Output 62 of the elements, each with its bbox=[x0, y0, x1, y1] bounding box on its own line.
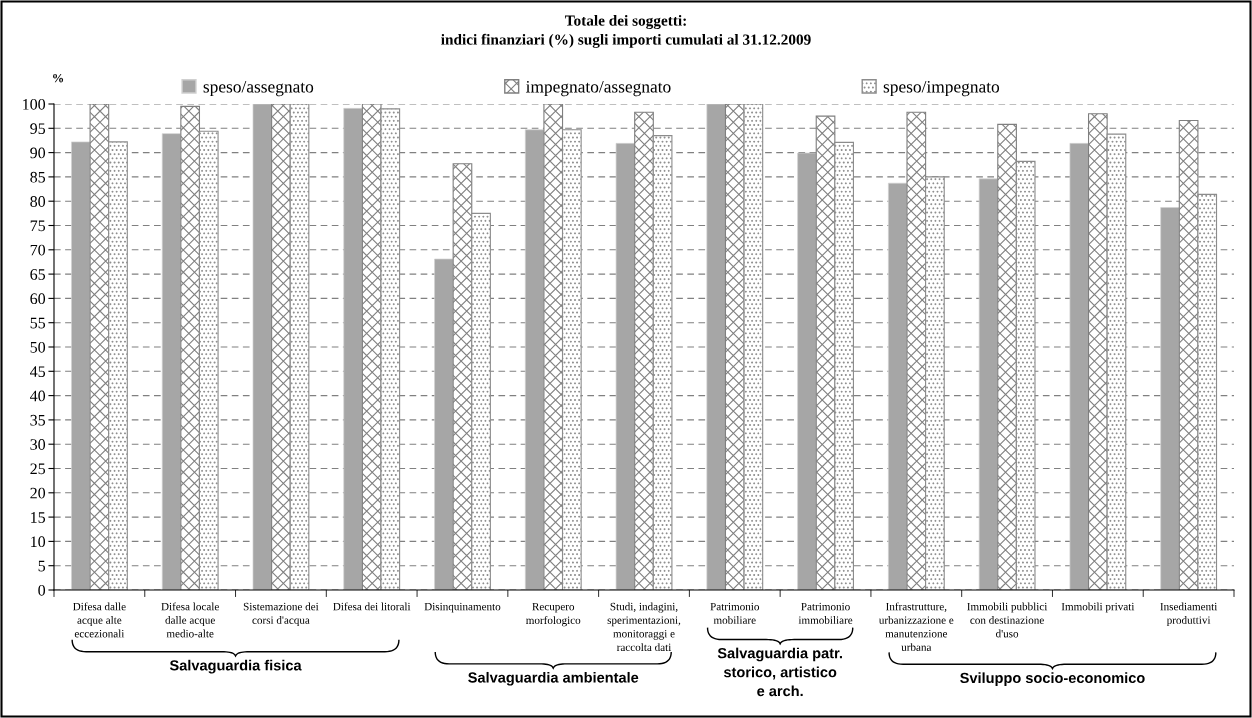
y-axis-title: % bbox=[53, 73, 64, 83]
bar bbox=[161, 133, 182, 590]
y-tick-label: 40 bbox=[30, 390, 46, 402]
bar bbox=[743, 104, 764, 590]
y-tick-label: 100 bbox=[23, 98, 46, 110]
bar bbox=[615, 143, 636, 590]
x-tick-label: Immobili pubblici con destinazione d'uso bbox=[967, 602, 1048, 638]
x-tick-label: Disinquinamento bbox=[424, 602, 501, 613]
y-tick-label: 20 bbox=[30, 487, 46, 499]
bar bbox=[343, 108, 363, 590]
y-tick-label: 15 bbox=[31, 512, 46, 523]
x-tick-label: Difesa locale dalle acque medio-alte bbox=[161, 602, 219, 638]
bar bbox=[198, 130, 219, 590]
y-tick-label: 90 bbox=[30, 147, 46, 159]
y-tick-label: 10 bbox=[31, 536, 46, 548]
y-tick-label: 35 bbox=[30, 414, 46, 426]
text: Salvaguardia fisica bbox=[169, 659, 302, 674]
bar bbox=[1069, 143, 1089, 590]
y-tick-label: 45 bbox=[30, 366, 46, 377]
text: Salvaguardia patr. storico, artistico e arch. bbox=[717, 647, 842, 697]
text: Salvaguardia ambientale bbox=[468, 671, 639, 686]
y-tick-label: 25 bbox=[30, 463, 46, 475]
bar bbox=[71, 141, 91, 590]
y-tick-label: 70 bbox=[30, 244, 46, 256]
y-tick-label: 75 bbox=[30, 220, 46, 232]
bar bbox=[706, 104, 726, 590]
bar bbox=[797, 152, 817, 590]
bar bbox=[978, 178, 999, 590]
x-tick-label: Immobili privati bbox=[1061, 602, 1135, 613]
y-tick-label: 50 bbox=[30, 341, 46, 353]
x-tick-label: Studi, indagini, sperimentazioni, monitoraggi e raccolta dati bbox=[607, 602, 681, 652]
x-tick-label: Difesa dalle acque alte eccezionali bbox=[73, 602, 126, 638]
x-tick-label: Recupero morfologico bbox=[526, 602, 581, 627]
x-tick-label: Sistemazione dei corsi d'acqua bbox=[243, 602, 319, 627]
y-tick-label: 5 bbox=[38, 560, 46, 572]
x-tick-label: Difesa dei litorali bbox=[333, 602, 411, 611]
x-tick-label: Insediamenti produttivi bbox=[1160, 602, 1218, 627]
bar bbox=[1015, 160, 1036, 590]
bar bbox=[724, 104, 745, 590]
bar bbox=[434, 258, 454, 590]
x-tick-label: Patrimonio immobiliare bbox=[798, 602, 853, 624]
text: Sviluppo socio-economico bbox=[960, 672, 1145, 686]
y-tick-label: 30 bbox=[30, 439, 46, 450]
y-tick-label: 60 bbox=[30, 293, 46, 305]
bar bbox=[471, 212, 491, 590]
bar bbox=[271, 104, 291, 590]
legend-label: speso/impegnato bbox=[883, 80, 1000, 97]
y-tick-label: 0 bbox=[38, 584, 46, 596]
x-tick-label: Patrimonio mobiliare bbox=[710, 602, 760, 624]
legend-label: impegnato/assegnato bbox=[525, 80, 671, 97]
bar bbox=[524, 129, 545, 590]
bar bbox=[1160, 207, 1180, 590]
y-tick-label: 65 bbox=[30, 269, 46, 280]
chart-title: Totale dei soggetti: indici finanziari (%) sugli importi cumulati al 31.12.2009 bbox=[441, 15, 811, 48]
y-tick-label: 95 bbox=[30, 123, 46, 134]
y-tick-label: 55 bbox=[30, 317, 46, 329]
x-tick-label: Infrastrutture, urbanizzazione e manutenzione urbana bbox=[878, 602, 954, 651]
y-tick-label: 85 bbox=[30, 171, 46, 183]
y-tick-label: 80 bbox=[30, 196, 46, 207]
bar bbox=[252, 104, 272, 590]
legend-label: speso/assegnato bbox=[203, 80, 314, 97]
bar bbox=[888, 182, 908, 590]
